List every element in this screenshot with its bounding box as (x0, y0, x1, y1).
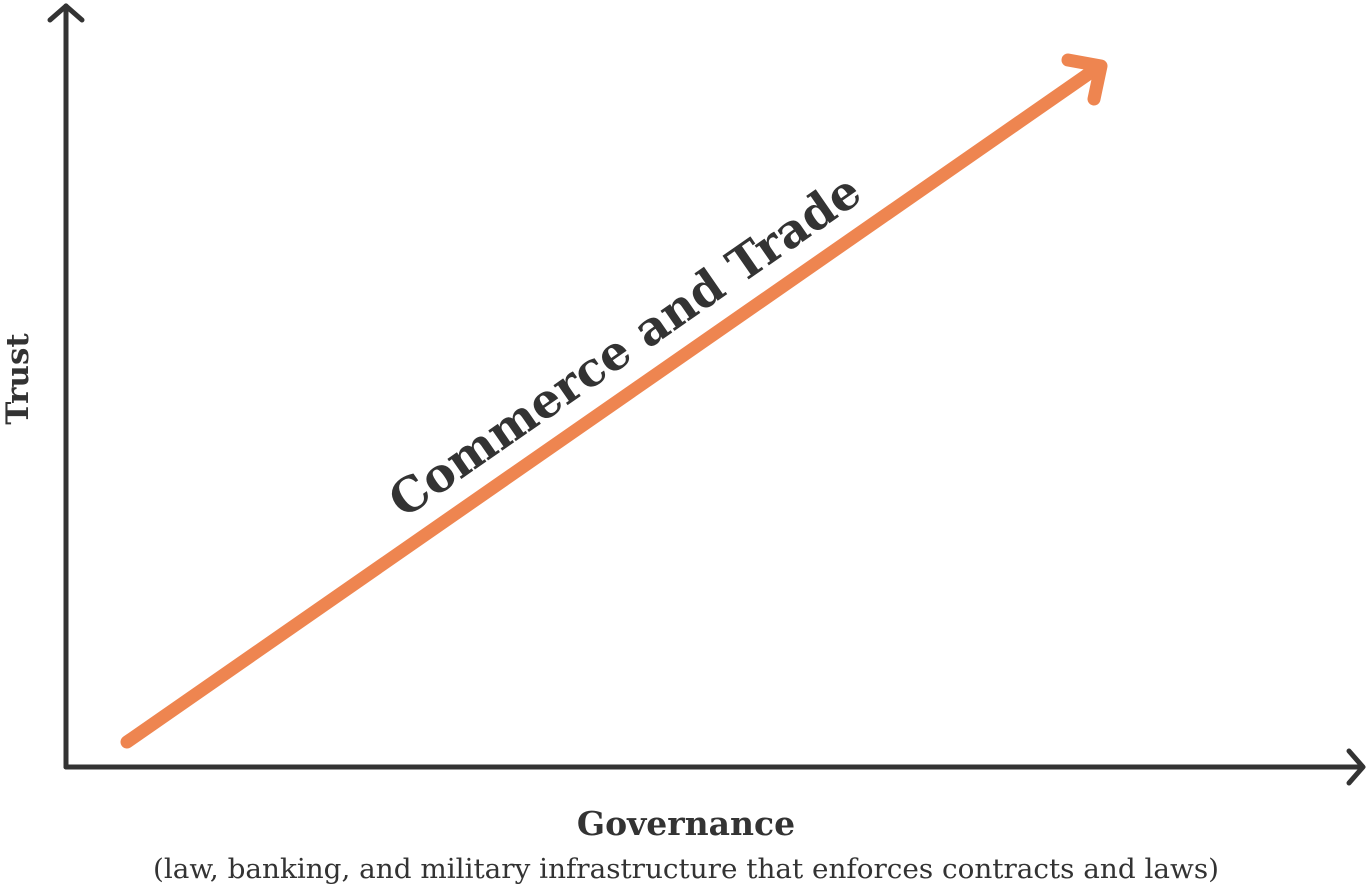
x-axis-arrowhead (1346, 748, 1366, 786)
x-axis (63, 748, 1366, 786)
commerce-trade-arrow-shaft (120, 61, 1104, 749)
y-axis-arrowhead (47, 3, 85, 23)
x-axis-subtitle: (law, banking, and military infrastructu… (153, 854, 1219, 885)
y-axis (47, 3, 85, 770)
arrow-label: Commerce and Trade (379, 164, 871, 529)
commerce-trade-arrow (120, 53, 1108, 749)
x-axis-title: Governance (577, 804, 795, 843)
y-axis-title: Trust (0, 333, 36, 425)
commerce-trade-arrowhead (1061, 53, 1108, 106)
